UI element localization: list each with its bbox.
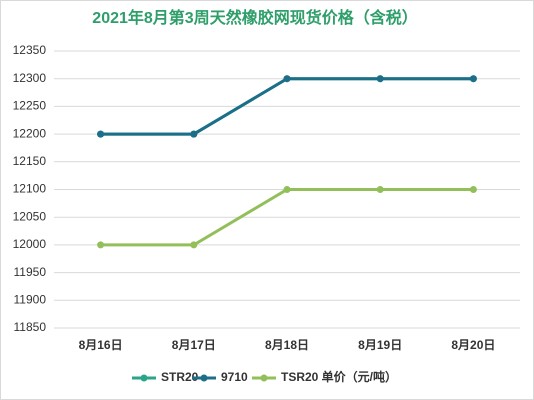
y-tick-label: 12350 xyxy=(13,43,47,57)
point xyxy=(469,186,477,193)
legend-marker xyxy=(260,374,268,382)
point xyxy=(376,186,384,193)
x-tick-label: 8月18日 xyxy=(265,338,309,352)
point xyxy=(190,130,198,138)
point xyxy=(97,241,105,249)
legend-marker xyxy=(200,374,208,382)
y-tick-label: 12200 xyxy=(13,126,47,140)
y-tick-label: 11900 xyxy=(14,292,47,306)
chart-title: 2021年8月第3周天然橡胶网现货价格（含税） xyxy=(92,8,417,27)
legend-label: TSR20 单价（元/吨） xyxy=(281,369,397,384)
point xyxy=(469,75,477,83)
x-tick-label: 8月16日 xyxy=(79,338,123,352)
x-tick-label: 8月17日 xyxy=(172,338,216,352)
x-tick-label: 8月19日 xyxy=(358,338,402,352)
x-tick-label: 8月20日 xyxy=(451,338,495,352)
y-tick-label: 11850 xyxy=(14,320,47,334)
legend-label: 9710 xyxy=(221,370,248,384)
y-tick-label: 11950 xyxy=(14,265,47,279)
y-tick-label: 12150 xyxy=(13,154,47,168)
point xyxy=(190,241,198,249)
legend-marker xyxy=(140,374,148,382)
y-tick-label: 12100 xyxy=(13,182,47,196)
y-tick-label: 12300 xyxy=(13,71,47,85)
point xyxy=(376,75,384,83)
point xyxy=(283,186,291,193)
y-tick-label: 12050 xyxy=(13,209,47,223)
point xyxy=(283,75,291,83)
legend-label: STR20 xyxy=(161,370,199,384)
y-tick-label: 12250 xyxy=(13,99,47,113)
point xyxy=(97,130,105,138)
y-tick-label: 12000 xyxy=(13,237,47,251)
